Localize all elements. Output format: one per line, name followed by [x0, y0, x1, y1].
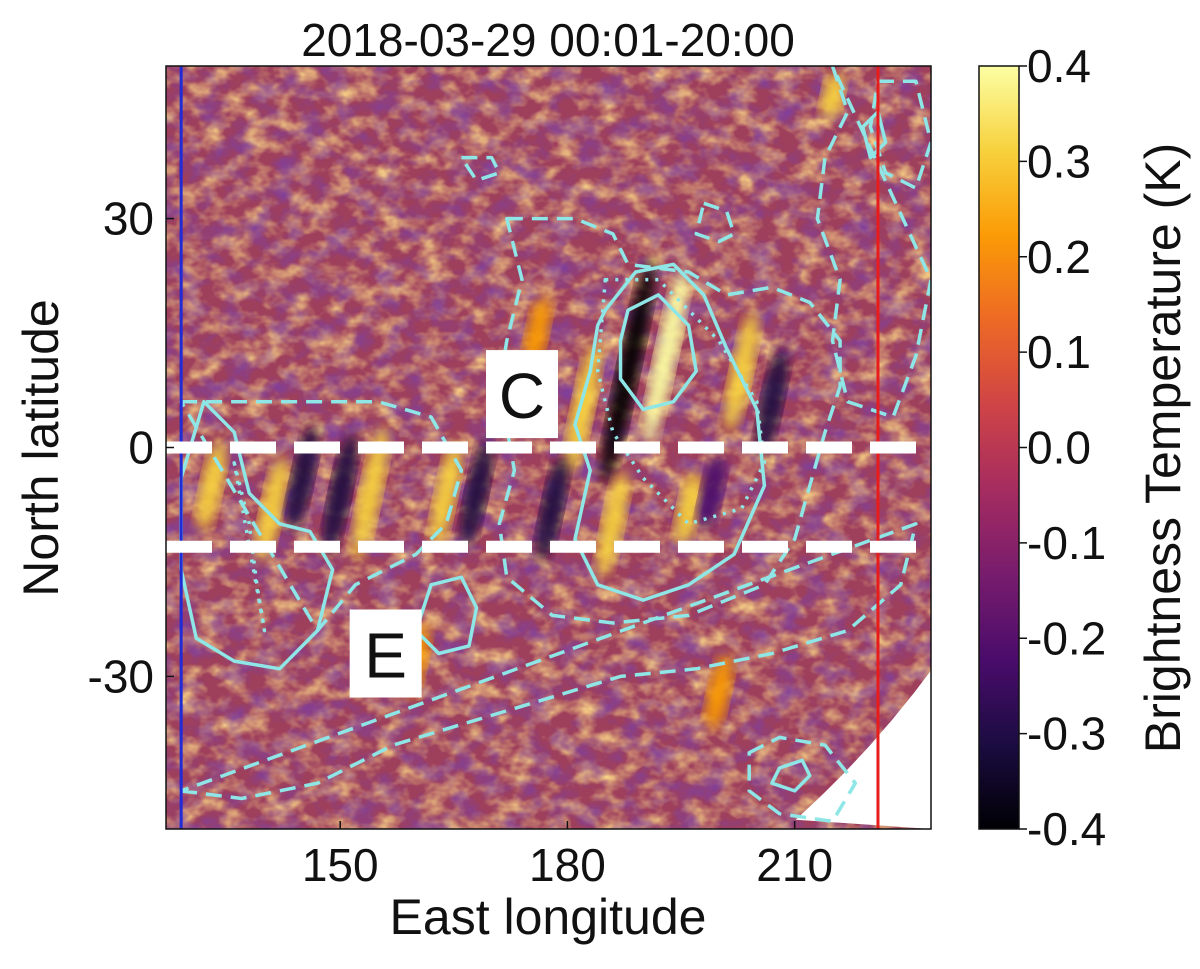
y-tick-label: 0	[128, 422, 154, 474]
reference-lines	[166, 66, 931, 829]
heatmap-feature-dark	[323, 433, 357, 554]
x-tick-label: 150	[302, 839, 379, 891]
contour-dashed	[694, 201, 736, 244]
y-axis-label: North latitude	[13, 299, 69, 596]
x-axis-ticks: 150 180 210	[302, 821, 833, 891]
colorbar-tick-label: 0.4	[1027, 40, 1091, 92]
colorbar-tick-label: -0.2	[1027, 612, 1106, 664]
heatmap-plot-area	[166, 66, 931, 829]
annotations: CE	[349, 350, 558, 698]
heatmap-feature-dark	[461, 440, 493, 546]
heatmap-feature-bright	[352, 426, 389, 561]
contour-solid	[573, 262, 767, 602]
heatmap-feature-bright	[597, 471, 629, 577]
heatmap-feature-bright	[725, 311, 759, 431]
heatmap-feature-bright	[675, 471, 702, 546]
colorbar-ticks: 0.4 0.3 0.2 0.1 0.0 -0.1 -0.2 -0.3 -0.4	[1019, 40, 1106, 855]
heatmap-feature-dark	[601, 259, 655, 484]
chart-title: 2018-03-29 00:01-20:00	[301, 14, 795, 66]
x-tick-label: 180	[529, 839, 606, 891]
colorbar-tick-label: 0.1	[1027, 326, 1091, 378]
colorbar-tick-label: -0.3	[1027, 708, 1106, 760]
y-tick-label: -30	[88, 650, 154, 702]
x-axis-label: East longitude	[390, 889, 707, 945]
contour-dashed	[179, 399, 464, 633]
colorbar-tick-label: 0.3	[1027, 135, 1091, 187]
contour-dashed	[747, 735, 858, 824]
colorbar-tick-label: -0.4	[1027, 803, 1106, 855]
annotation-box	[349, 609, 422, 698]
annotation-label: C	[499, 360, 545, 432]
heatmap-feature-bright	[820, 74, 845, 120]
contour-solid	[618, 293, 698, 412]
colorbar-label: Brightness Temperature (K)	[1135, 143, 1191, 753]
heatmap-feature-dark	[536, 456, 568, 561]
colorbar	[978, 65, 1020, 830]
annotation-label: E	[364, 620, 407, 692]
contour-dashed	[868, 79, 931, 190]
disk-limb-blank-region	[795, 670, 931, 829]
heatmap-feature-dark	[697, 455, 725, 531]
annotation-box	[485, 350, 558, 439]
contour-overlay	[179, 66, 931, 824]
heatmap-feature-bright	[430, 440, 462, 546]
contour-dashed	[459, 155, 502, 183]
x-tick-label: 210	[756, 839, 833, 891]
heatmap-feature-bright	[256, 456, 288, 561]
contour-dotted	[595, 277, 767, 526]
heatmap-feature-dark	[756, 349, 788, 455]
contour-solid	[861, 110, 888, 160]
y-tick-label: 30	[103, 193, 154, 245]
heatmap-features	[197, 74, 845, 730]
contour-dashed	[179, 522, 918, 801]
contour-dashed	[815, 66, 931, 419]
colorbar-tick-label: 0.2	[1027, 231, 1091, 283]
colorbar-tick-label: -0.1	[1027, 517, 1106, 569]
contour-dashed	[497, 216, 842, 625]
heatmap-texture-dark	[166, 66, 931, 829]
heatmap-feature-bright	[705, 654, 733, 730]
contour-solid	[770, 758, 812, 793]
y-axis-ticks: 30 0 -30	[88, 193, 174, 702]
colorbar-tick-label: 0.0	[1027, 422, 1091, 474]
contour-dotted	[232, 461, 267, 633]
